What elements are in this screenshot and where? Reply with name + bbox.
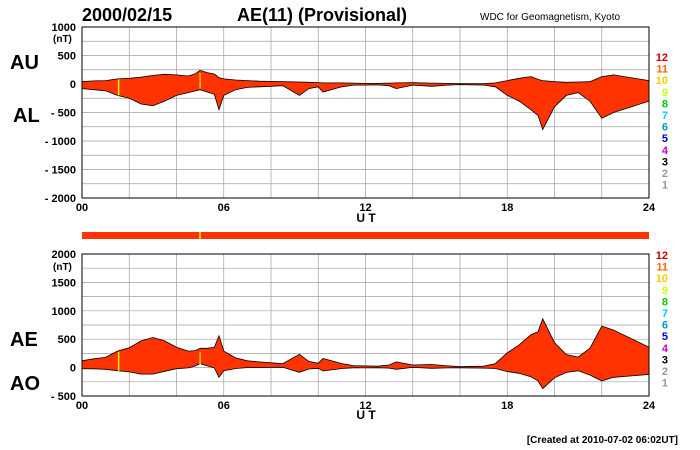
- x-tick-label: 18: [501, 202, 513, 214]
- x-tick-label: 18: [501, 400, 513, 412]
- al-label: AL: [13, 105, 40, 127]
- station-scale-label: 11: [656, 64, 668, 76]
- station-scale-label: 1: [662, 180, 668, 192]
- x-tick-label: 12: [359, 400, 371, 412]
- station-scale-label: 7: [662, 110, 668, 122]
- y-tick-label: - 500: [51, 391, 76, 403]
- upper-station-marks: [117, 73, 201, 96]
- separator-bar-mark: [199, 232, 201, 239]
- y-tick-label: 2000: [52, 249, 76, 261]
- station-scale-label: 8: [662, 296, 668, 308]
- lower-grid: [82, 254, 649, 396]
- x-tick-label: 06: [218, 202, 230, 214]
- station-scale-label: 6: [662, 122, 668, 134]
- date-label: 2000/02/15: [82, 5, 172, 25]
- upper-y-ticks: 1000 500 0 - 500 - 1000 - 1500 - 2000: [45, 22, 76, 205]
- lower-station-marks: [117, 351, 201, 372]
- station-scale-label: 6: [662, 320, 668, 332]
- y-tick-label: - 1000: [45, 136, 76, 148]
- x-tick-label: 06: [218, 400, 230, 412]
- y-tick-label: 1000: [52, 22, 76, 34]
- lower-frame: [81, 253, 650, 397]
- station-scale-label: 3: [662, 156, 668, 168]
- y-tick-label: 1500: [52, 277, 76, 289]
- au-label: AU: [10, 52, 39, 74]
- x-tick-label: 24: [643, 202, 656, 214]
- ao-label: AO: [10, 373, 40, 395]
- y-tick-label: 0: [70, 363, 76, 375]
- station-scale-label: 12: [656, 52, 668, 64]
- station-scale-label: 9: [662, 285, 668, 297]
- station-scale-label: 3: [662, 354, 668, 366]
- lower-x-axis-label: U T: [356, 408, 376, 422]
- station-scale-label: 5: [662, 133, 668, 145]
- y-tick-label: - 2000: [45, 193, 76, 205]
- upper-x-axis-label: U T: [356, 211, 376, 225]
- station-scale-label: 8: [662, 98, 668, 110]
- station-scale-label: 9: [662, 87, 668, 99]
- lower-unit-label: (nT): [53, 262, 72, 273]
- station-scale-label: 1: [662, 378, 668, 390]
- station-scale-label: 5: [662, 331, 668, 343]
- station-scale-label: 11: [656, 262, 668, 274]
- y-tick-label: 500: [58, 51, 76, 63]
- ae-label: AE: [10, 329, 38, 351]
- x-tick-label: 12: [359, 202, 371, 214]
- y-tick-label: 0: [70, 79, 76, 91]
- station-scale-label: 2: [662, 168, 668, 180]
- y-tick-label: - 1500: [45, 165, 76, 177]
- separator-bar: [82, 232, 649, 239]
- x-tick-label: 00: [76, 202, 88, 214]
- chart-title: AE(11) (Provisional): [237, 5, 407, 25]
- station-scale-label: 12: [656, 250, 668, 262]
- lower-x-ticks: 00 06 12 18 24: [76, 400, 656, 412]
- y-tick-label: 1000: [52, 306, 76, 318]
- station-scale-label: 10: [656, 75, 668, 87]
- station-scale-label: 4: [662, 343, 669, 355]
- upper-x-ticks: 00 06 12 18 24: [76, 202, 656, 214]
- station-scale-label: 4: [662, 145, 669, 157]
- x-tick-label: 24: [643, 400, 656, 412]
- upper-grid: [82, 27, 649, 198]
- lower-y-ticks: 2000 1500 1000 500 0 - 500: [51, 249, 76, 403]
- y-tick-label: - 500: [51, 108, 76, 120]
- upper-unit-label: (nT): [53, 34, 72, 45]
- source-label: WDC for Geomagnetism, Kyoto: [480, 12, 620, 23]
- x-tick-label: 00: [76, 400, 88, 412]
- station-scale-label: 10: [656, 273, 668, 285]
- station-scale-label: 2: [662, 366, 668, 378]
- created-stamp: [Created at 2010-07-02 06:02UT]: [527, 435, 678, 446]
- y-tick-label: 500: [58, 334, 76, 346]
- upper-frame: [81, 26, 650, 199]
- station-scale-label: 7: [662, 308, 668, 320]
